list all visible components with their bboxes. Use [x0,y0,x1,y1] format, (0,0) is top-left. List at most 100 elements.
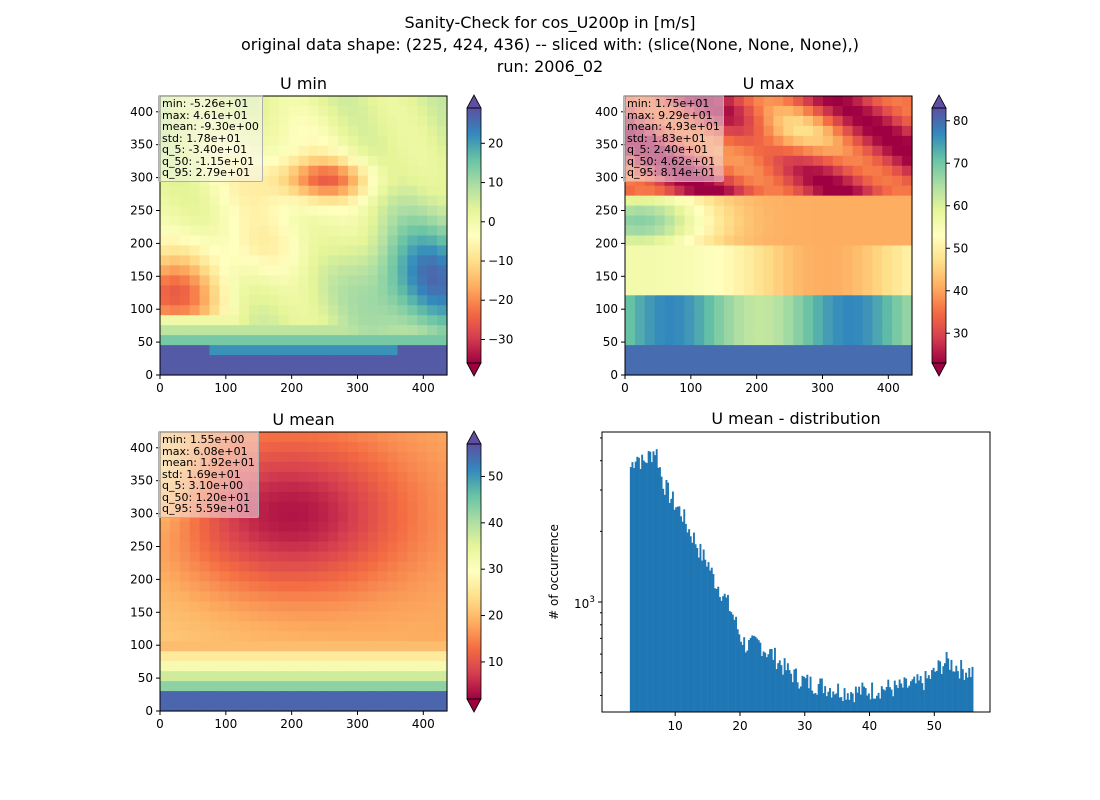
heatmap-cell [733,215,745,227]
heatmap-cell [219,571,230,583]
heatmap-cell [367,561,379,573]
heatmap-cell [160,561,171,573]
heatmap-cell [437,621,448,632]
heatmap-cell [249,315,260,326]
heatmap-cell [169,621,181,632]
heatmap-cell [249,701,260,712]
heatmap-cell [822,175,834,187]
heatmap-cell [882,315,893,326]
heatmap-cell [427,145,438,157]
histogram-bar [804,678,807,712]
histogram-bar [671,491,674,712]
heatmap-cell [872,195,883,207]
heatmap-cell [803,125,814,137]
heatmap-cell [832,235,844,247]
histogram-bar [809,676,812,712]
heatmap-cell [654,365,666,376]
heatmap-cell [842,275,854,286]
heatmap-cell [664,275,676,286]
heatmap-cell [219,681,230,692]
heatmap-cell [377,571,389,583]
histogram-bar [680,516,682,712]
heatmap-cell [407,441,418,453]
heatmap-cell [258,521,270,533]
heatmap-cell [733,155,745,167]
figure-title-line-3: run: 2006_02 [496,57,604,76]
heatmap-cell [763,355,775,366]
histogram-bar [944,663,946,712]
heatmap-cell [367,325,379,336]
heatmap-cell [684,305,695,316]
heatmap-cell [209,295,220,306]
heatmap-cell [338,501,349,513]
heatmap-cell [249,591,260,602]
heatmap-cell [723,185,735,197]
heatmap-cell [387,521,399,533]
histogram-bar [796,682,799,712]
heatmap-cell [169,345,181,356]
heatmap-cell [892,275,903,286]
heatmap-cell [160,365,171,376]
heatmap-cell [832,145,844,157]
heatmap-cell [328,631,339,642]
heatmap-cell [367,185,379,197]
heatmap-cell [318,96,329,107]
heatmap-cell [318,661,329,672]
histogram-bar [877,692,880,712]
heatmap-cell [268,641,280,652]
heatmap-cell [219,315,230,326]
heatmap-cell [239,581,250,593]
heatmap-cell [298,135,310,147]
heatmap-cell [437,325,448,336]
heatmap-cell [733,295,745,306]
heatmap-cell [743,355,755,366]
heatmap-cell [308,335,319,346]
y-tick-label: 250 [130,203,153,217]
heatmap-cell [387,611,399,622]
heatmap-cell [268,591,280,602]
heatmap-cell [694,255,705,266]
heatmap-cell [298,195,310,207]
heatmap-cell [160,621,171,632]
histogram-bar [858,686,861,712]
heatmap-cell [377,641,389,652]
heatmap-cell [852,215,864,227]
heatmap-cell [773,125,784,137]
heatmap-cell [278,295,290,306]
heatmap-cell [783,96,794,107]
heatmap-cell [832,175,844,187]
heatmap-cell [822,315,834,326]
heatmap-cell [288,641,300,652]
heatmap-cell [714,365,725,376]
heatmap-cell [763,255,775,266]
heatmap-cell [714,335,725,346]
heatmap-cell [407,501,418,513]
heatmap-cell [407,561,418,573]
histogram-bar [893,680,896,712]
heatmap-cell [328,355,339,366]
heatmap-cell [278,691,290,702]
heatmap-cell [654,305,666,316]
heatmap-cell [902,195,913,207]
heatmap-cell [862,255,874,266]
heatmap-cell [367,521,379,533]
heatmap-cell [427,205,438,217]
heatmap-cell [377,335,389,346]
colorbar-tick-label: 20 [488,136,503,150]
heatmap-cell [367,701,379,712]
heatmap-cell [229,195,240,207]
heatmap-cell [882,115,893,127]
y-tick-label: 350 [595,138,618,152]
heatmap-cell [249,225,260,237]
heatmap-cell [258,441,270,453]
histogram-bar [748,640,750,712]
heatmap-cell [723,295,735,306]
heatmap-cell [417,215,428,227]
heatmap-cell [357,541,369,553]
heatmap-cell [664,265,676,276]
heatmap-cell [397,205,409,217]
heatmap-cell [743,165,755,177]
heatmap-cell [258,325,270,336]
heatmap-cell [753,105,765,117]
heatmap-cell [209,641,220,652]
